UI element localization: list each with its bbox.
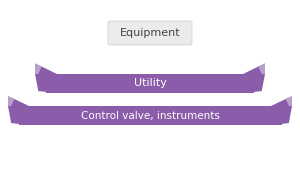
Bar xyxy=(19,106,281,125)
Polygon shape xyxy=(8,96,29,125)
Polygon shape xyxy=(243,64,265,93)
FancyBboxPatch shape xyxy=(108,21,192,45)
Text: Control valve, instruments: Control valve, instruments xyxy=(81,110,219,121)
Text: Utility: Utility xyxy=(134,79,166,89)
Polygon shape xyxy=(35,64,57,93)
Polygon shape xyxy=(286,96,292,106)
Polygon shape xyxy=(271,96,292,125)
Polygon shape xyxy=(258,64,265,74)
Polygon shape xyxy=(8,96,14,106)
Polygon shape xyxy=(35,64,42,74)
Bar xyxy=(46,74,254,93)
Text: Equipment: Equipment xyxy=(120,28,180,38)
